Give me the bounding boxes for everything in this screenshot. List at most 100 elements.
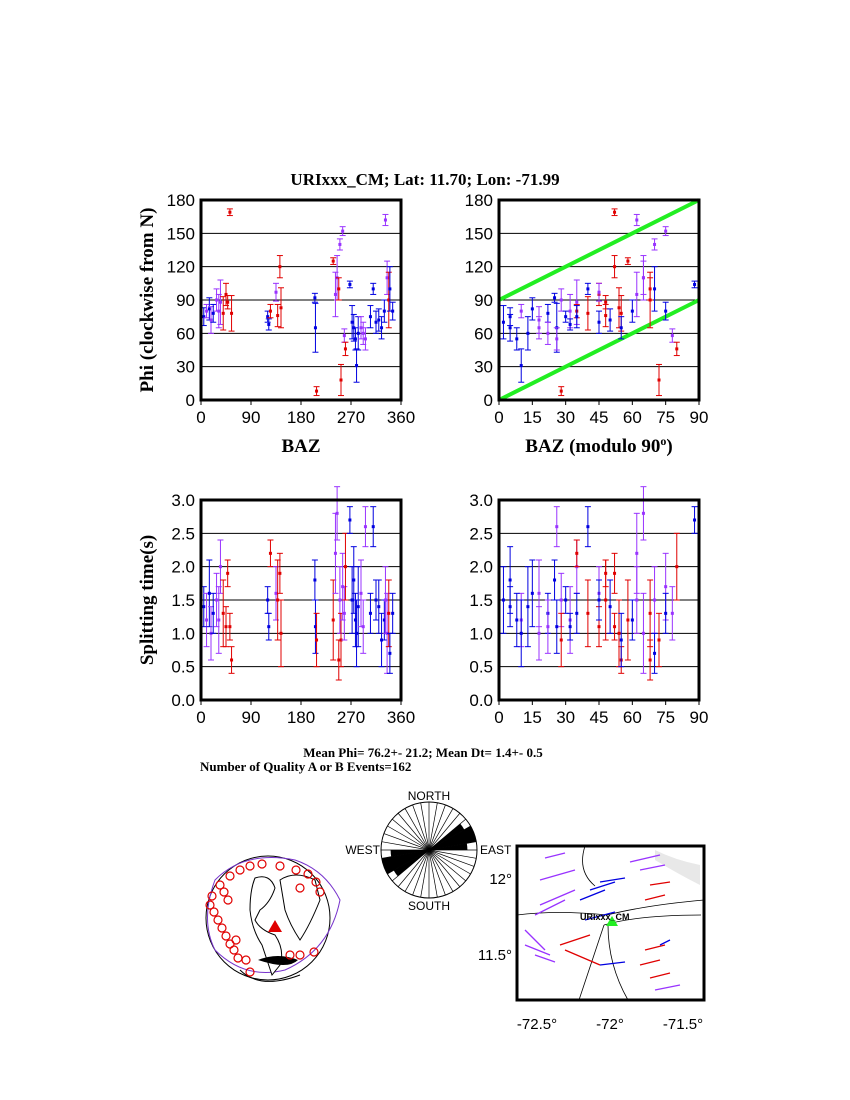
data-point [381,299,388,323]
marker [568,309,572,313]
data-point [346,506,353,534]
marker [337,287,341,291]
x-axis-label-sup: o [660,434,666,448]
data-point [662,592,669,634]
marker [211,311,215,315]
marker [630,309,634,313]
marker [559,638,563,642]
data-point [607,579,614,634]
marker [559,598,563,602]
data-point [338,612,344,668]
x-tick-label: 180 [287,408,315,427]
x-tick-label: 90 [242,708,261,727]
rose-spoke [428,849,466,882]
data-point [267,303,274,319]
marker [371,287,375,291]
y-tick-label: 1.5 [469,591,493,610]
marker [348,282,352,286]
data-point [573,539,580,568]
data-point [507,546,514,614]
marker [215,598,219,602]
data-point [544,599,551,654]
marker [648,298,652,302]
event-circle [295,950,305,960]
x-axis-label-text: BAZ (modulo 90 [525,436,660,457]
data-point [691,506,698,534]
x-axis-label-text: BAZ [281,436,320,457]
marker [508,578,512,582]
marker [586,311,590,315]
data-point [673,532,680,601]
marker [537,326,541,330]
data-point [370,282,377,295]
marker [343,565,347,569]
marker [339,378,343,382]
data-point [313,386,320,397]
y-tick-label: 3.0 [171,491,195,510]
marker [359,326,363,330]
rose-spoke [383,833,430,851]
y-tick-label: 120 [465,258,493,277]
data-point [311,292,318,303]
rose-spoke [428,849,477,859]
data-point [524,566,531,648]
y-tick-label: 1.0 [171,624,195,643]
marker [363,337,367,341]
marker [363,525,367,529]
marker [641,511,645,515]
marker [274,290,278,294]
panel-dt-vs-baz: 0.0 0.5 1.0 1.5 2.0 2.5 3.0 0 90 180 270 360 Splitti… [137,486,415,727]
splitting-bar [629,854,661,863]
event-circle [221,931,231,941]
marker [315,638,319,642]
data-point [536,316,542,340]
marker [526,331,530,335]
marker [604,314,608,318]
data-point [633,213,640,227]
y-tick-label: 180 [465,191,493,210]
marker [626,618,630,622]
data-point [602,559,609,641]
marker [675,347,679,351]
data-point [362,506,369,548]
rose-petal [429,823,465,850]
marker [279,306,283,310]
data-point [339,226,346,237]
data-point [220,296,227,331]
event-circle [257,859,267,869]
marker [553,578,557,582]
event-circle [205,900,215,910]
marker [617,306,621,310]
data-point [596,579,602,621]
marker [664,309,668,313]
data-point [267,539,274,568]
marker [224,292,228,296]
marker [648,658,652,662]
y-tick-label: 90 [474,291,493,310]
event-circle [235,865,245,875]
data-point [573,592,580,634]
y-tick-label: 150 [167,224,195,243]
x-tick-label: 0 [494,408,503,427]
marker [313,625,317,629]
splitting-bar [599,877,626,883]
marker [693,518,697,522]
data-point [389,301,396,321]
marker [228,625,232,629]
marker [630,618,634,622]
data-point [553,506,560,548]
marker [653,598,657,602]
rose-spoke [420,849,430,898]
marker [350,320,354,324]
splitting-bar [524,929,546,951]
marker [604,300,608,304]
local-map: URIxxx_CM 12° 11.5° -72.5° -72° -71.5° [478,844,706,1033]
x-tick-label: 90 [690,708,709,727]
marker [388,651,392,655]
event-circle [233,953,243,963]
splitting-bar [584,911,616,921]
marker [575,611,579,615]
marker [221,611,225,615]
marker [342,611,346,615]
